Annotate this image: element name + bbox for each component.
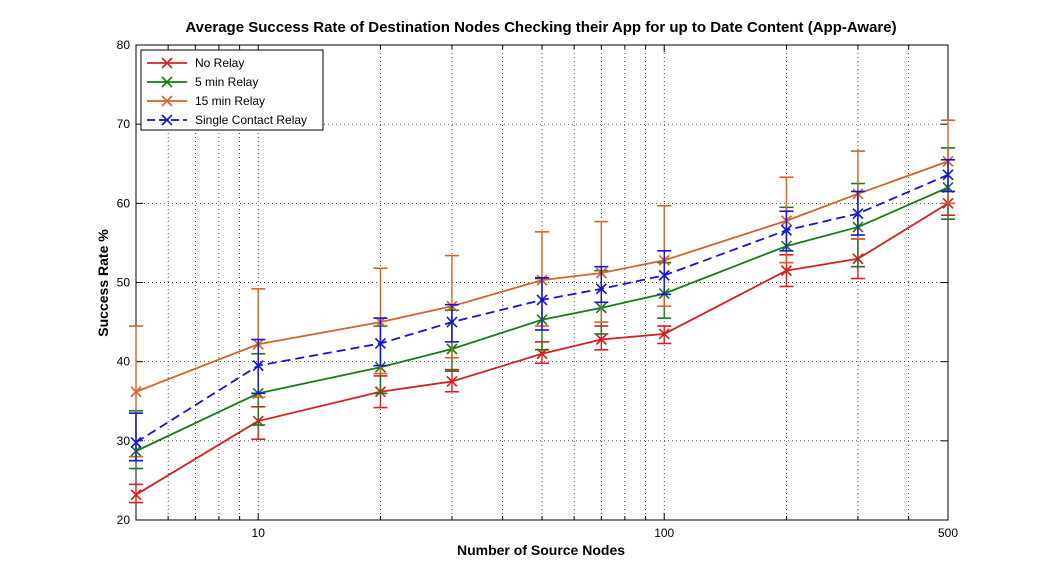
y-tick-label: 80 [117, 38, 131, 52]
legend-marker [161, 76, 173, 88]
data-point [374, 337, 387, 350]
data-point [130, 489, 142, 501]
series-group [129, 119, 955, 504]
x-tick-label: 10 [252, 526, 266, 540]
x-axis-label: Number of Source Nodes [457, 542, 625, 558]
legend-marker [161, 95, 173, 107]
legend-item: 5 min Relay [147, 75, 258, 89]
data-point [595, 333, 607, 346]
legend-item: 15 min Relay [147, 94, 265, 108]
data-point [942, 169, 954, 181]
legend-marker [161, 57, 173, 69]
y-tick-label: 40 [117, 355, 131, 369]
data-point [658, 269, 670, 281]
y-tick-label: 50 [117, 276, 131, 290]
data-point [536, 294, 548, 306]
legend-item: Single Contact Relay [147, 113, 307, 127]
y-tick-label: 70 [117, 117, 131, 131]
axis-ticks: 20 30 40 50 60 70 80 10 100 500 [117, 38, 959, 540]
data-point [130, 386, 142, 398]
legend: No Relay 5 min Relay 15 min Relay Single Co… [140, 49, 324, 131]
data-point [852, 208, 864, 220]
data-point [446, 316, 458, 328]
x-tick-label: 100 [654, 526, 674, 540]
data-point [130, 436, 142, 448]
y-tick-label: 60 [117, 196, 131, 210]
data-point [252, 360, 264, 372]
series-line [135, 186, 949, 452]
y-tick-label: 20 [117, 513, 131, 527]
legend-label: 15 min Relay [195, 94, 265, 108]
data-point [595, 283, 607, 295]
legend-label: 5 min Relay [195, 75, 258, 89]
legend-label: Single Contact Relay [195, 113, 307, 127]
y-axis-label: Success Rate % [95, 229, 111, 337]
series-single-contact-relay [129, 158, 955, 462]
series-line [135, 202, 949, 496]
grid-lines [136, 45, 948, 520]
y-tick-label: 30 [117, 434, 131, 448]
chart-title: Average Success Rate of Destination Node… [185, 19, 896, 36]
legend-label: No Relay [195, 56, 244, 70]
data-point [780, 224, 793, 236]
x-tick-label: 500 [938, 526, 958, 540]
series-line [135, 160, 949, 393]
legend-item: No Relay [147, 56, 244, 70]
data-point [658, 328, 670, 340]
legend-marker [161, 114, 173, 126]
data-point [446, 375, 458, 388]
data-point [780, 265, 793, 277]
series-line [135, 174, 949, 444]
